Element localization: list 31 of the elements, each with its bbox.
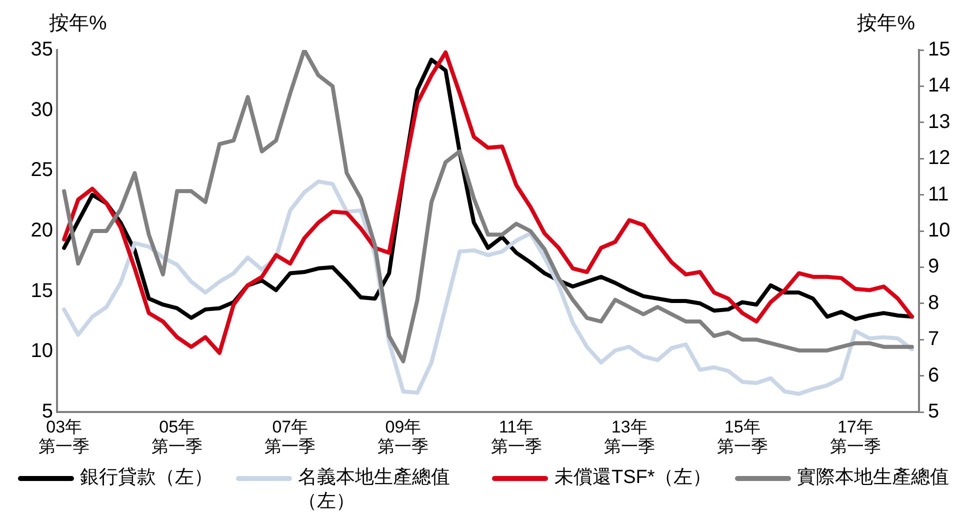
y-tick-label: 15 [30,280,53,302]
y2-tick-label: 8 [928,292,940,314]
legend-label: 實際本地生產總值 [796,466,949,490]
y2-tick-label: 12 [928,147,950,170]
x-tick-label: 07年第一季 [264,417,316,456]
y2-axis-title: 按年% [857,12,916,35]
y-tick-label: 10 [30,340,53,362]
x-tick-label: 09年第一季 [378,417,429,456]
x-tick-label: 13年第一季 [604,417,655,456]
x-tick-label: 03年第一季 [38,417,90,456]
x-tick-label: 05年第一季 [152,417,203,456]
x-tick-label: 15年第一季 [716,417,768,456]
y2-tick-label: 9 [928,256,940,278]
y2-tick-label: 15 [928,38,950,61]
y2-tick-label: 13 [928,110,950,133]
y-axis-title: 按年% [49,12,107,35]
legend-label: 名義本地生產總值（左） [298,466,452,514]
y2-tick-label: 6 [928,364,940,386]
y2-tick-label: 11 [928,183,949,206]
legend-label: 未償還TSF*（左） [554,466,712,490]
y-tick-label: 30 [30,98,53,121]
x-tick-label: 17年第一季 [830,417,881,456]
y-tick-label: 20 [30,220,53,242]
y-tick-label: 35 [30,38,53,61]
y2-tick-label: 14 [928,74,950,97]
y2-tick-label: 5 [928,400,940,423]
y-tick-label: 25 [30,159,53,182]
y2-tick-label: 7 [928,328,940,350]
legend-label: 銀行貸款（左） [80,466,213,490]
y2-tick-label: 10 [928,220,950,242]
x-tick-label: 11年第一季 [490,417,542,456]
